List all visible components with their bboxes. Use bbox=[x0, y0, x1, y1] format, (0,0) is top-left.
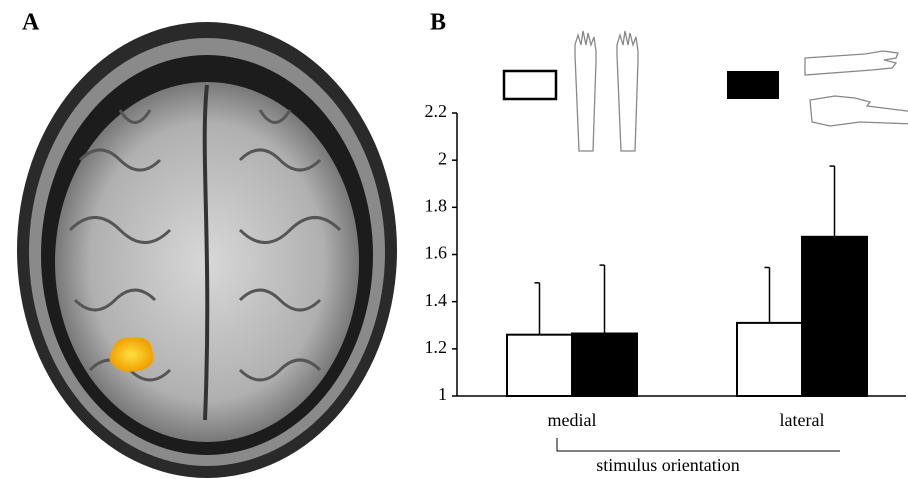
legend-icons bbox=[504, 31, 908, 151]
y-tick-label: 1 bbox=[438, 384, 447, 404]
y-tick-label: 1.2 bbox=[425, 337, 448, 357]
y-tick-label: 1.6 bbox=[425, 243, 448, 263]
x-axis-label: stimulus orientation bbox=[596, 455, 740, 475]
y-tick-label: 1.4 bbox=[425, 290, 448, 310]
brain-image bbox=[17, 22, 397, 478]
panel-label: B bbox=[430, 10, 446, 36]
y-tick-label: 2 bbox=[438, 148, 447, 168]
bar bbox=[737, 323, 802, 396]
y-tick-label: 2.2 bbox=[425, 101, 448, 121]
x-tick-label: lateral bbox=[780, 410, 825, 430]
figure: A B 1 1.2 1.4 1.6 1.8 2 2.2 medial lateral stimul… bbox=[0, 0, 908, 479]
panel-label: A bbox=[22, 10, 40, 36]
x-tick-label: medial bbox=[548, 410, 597, 430]
y-tick-label: 1.8 bbox=[425, 195, 448, 215]
bar bbox=[802, 237, 867, 396]
x-label-bracket bbox=[557, 438, 840, 451]
bar bbox=[507, 335, 572, 396]
bar bbox=[572, 334, 637, 396]
